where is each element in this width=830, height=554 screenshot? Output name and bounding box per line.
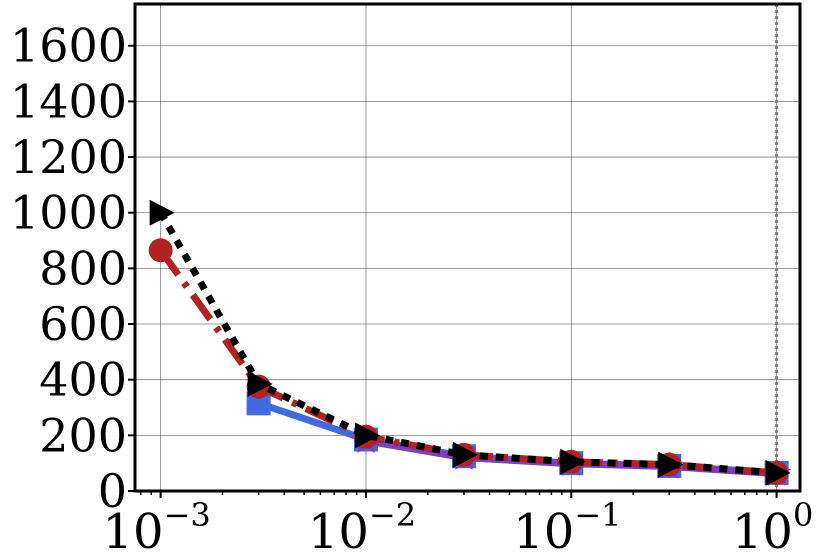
y-tick-label: 1200	[10, 130, 127, 184]
data-point-triangle	[452, 441, 478, 468]
y-tick-label: 600	[39, 297, 127, 351]
plot-frame	[133, 2, 802, 493]
y-tick-label: 1600	[10, 19, 127, 73]
y-tick-label: 0	[98, 464, 127, 518]
data-point-triangle	[765, 459, 791, 486]
y-tick-label: 800	[39, 241, 127, 295]
data-point-square	[246, 391, 271, 416]
series-line	[157, 210, 777, 477]
x-tick-label: 10−2	[308, 496, 416, 554]
y-tick-label: 1000	[10, 186, 127, 240]
y-tick-label: 1400	[10, 74, 127, 128]
data-point-triangle	[560, 448, 586, 475]
series-2	[148, 238, 789, 485]
data-point-triangle	[658, 451, 684, 478]
data-point-triangle	[247, 370, 273, 397]
series-layer	[148, 199, 791, 486]
grid-layer	[135, 4, 800, 492]
data-point-triangle	[149, 199, 175, 226]
y-tick-label: 200	[39, 408, 127, 462]
series-line	[157, 248, 777, 477]
series-3	[149, 199, 791, 486]
x-tick-label: 100	[732, 496, 813, 554]
x-tick-label: 10−3	[103, 496, 211, 554]
y-tick-label: 400	[39, 353, 127, 407]
data-point-triangle	[354, 422, 380, 449]
data-point-circle	[148, 238, 173, 263]
x-tick-label: 10−1	[513, 496, 621, 554]
